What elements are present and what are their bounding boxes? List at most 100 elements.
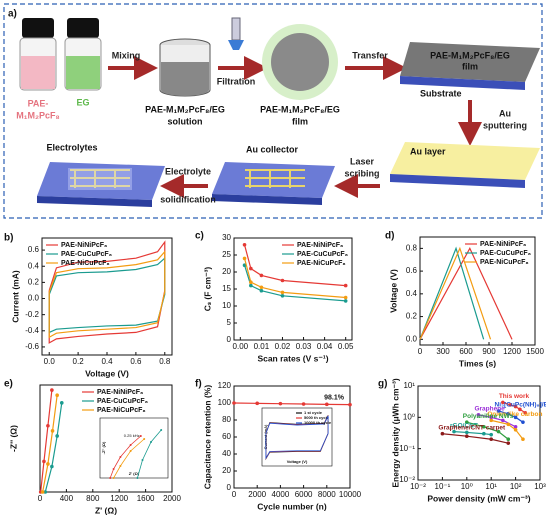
y-tick-label: 10¹ [403,381,415,390]
y-tick-label: 30 [222,233,231,242]
point [42,459,46,464]
step-text: Substrate [420,88,462,98]
point [255,401,259,406]
x-tick-label: 0.2 [73,357,85,366]
point [506,437,511,442]
point [501,418,505,423]
step-text: PAE-M₁M₂PcF₈/EG [145,104,225,114]
series-line [466,421,509,440]
y-axis-label: Capacitance retention (%) [202,385,212,490]
y-axis-label: Energy density (μWh cm⁻³) [390,378,400,488]
legend-label: PAE-CuCuPcF₈ [61,251,112,258]
y-tick-label: 0.8 [406,243,418,252]
point [46,462,50,466]
point [43,490,48,494]
point [489,437,494,442]
y-tick-label: 10⁰ [403,412,415,421]
point [59,401,64,405]
series-line [137,429,162,479]
series-line [113,438,145,479]
x-axis-label: Scan rates (V s⁻¹) [257,353,328,363]
x-tick-label: 0.6 [130,357,142,366]
point [280,294,285,298]
point [141,459,144,461]
x-axis-label: Z' (Ω) [95,505,117,515]
point [136,477,139,479]
legend-label: PAE-NiNiPcF₈ [97,389,143,396]
legend-label: 5000 th cycle [304,415,330,420]
series-label: Onion-like carbon [487,411,542,418]
x-axis-label: Z' (Ω) [129,471,140,476]
step-label: Mixing [112,50,141,60]
point [440,431,445,436]
y-tick-label: 0.6 [28,245,40,254]
step-label: Laser [350,156,375,166]
point [278,401,283,406]
point [513,428,518,432]
x-tick-label: 2000 [163,494,181,503]
y-tick-label: 0.0 [406,334,418,343]
x-tick-label: 10² [510,482,522,491]
x-tick-label: 0.8 [159,357,171,366]
point [249,266,253,271]
legend-label: PAE-NiNiPcF₈ [61,242,107,249]
series-line [419,246,485,340]
point [325,402,329,407]
point [465,420,469,424]
x-tick-label: 0 [418,347,423,356]
point [523,410,528,415]
y-axis-label: -Z'' (Ω) [8,425,18,452]
point [50,388,54,392]
y-tick-label: -0.4 [25,326,39,335]
x-tick-label: 0.01 [254,342,270,351]
step-label: scribing [344,168,379,178]
point [513,404,518,409]
y-tick-label: 5 [227,318,232,327]
vial-label: PAE- [28,98,49,108]
x-tick-label: 10⁻¹ [435,482,451,491]
beaker [159,38,211,97]
legend-label: 10000 th cycle [304,420,332,425]
point [518,407,522,412]
point [496,429,501,434]
panel-label: d) [385,231,394,242]
x-tick-label: 10⁻² [410,482,426,491]
point [343,299,348,303]
point [513,424,518,429]
x-tick-label: 0 [38,494,43,503]
y-tick-label: 0.2 [28,277,40,286]
y-tick-label: 60 [222,432,231,441]
series-line [40,390,53,493]
plot-frame [39,384,173,493]
step-text: solution [168,116,203,126]
point [259,273,264,278]
series-line [233,402,351,406]
point [482,431,486,436]
point [465,430,469,435]
vial-label: EG [76,97,89,107]
point [513,415,518,420]
legend-label: PAE-CuCuPcF₈ [97,398,148,405]
series-line [498,410,524,423]
y-axis-label: -Z'' (Ω) [101,441,106,454]
series-label: rGO/CNT [450,422,478,429]
step-text: Au layer [410,146,446,156]
y-tick-label: 0.2 [406,312,418,321]
x-axis-label: Times (s) [459,358,496,368]
series-line [44,402,63,493]
point [506,422,511,427]
point [508,403,512,407]
point [242,256,247,261]
step-label: Filtration [217,76,256,86]
device [37,162,165,207]
panel-label: c) [195,231,204,242]
point [348,402,352,407]
step-text: PAE-M₁M₂PcF₈/EG [430,50,510,60]
point [506,441,511,445]
legend-label: PAE-NiCuPcF₈ [61,260,110,267]
point [259,288,264,293]
x-axis-label: Voltage (V) [287,459,308,464]
x-axis-label: Power density (mW cm⁻³) [427,493,530,503]
series-line [265,415,329,460]
x-tick-label: 400 [60,494,74,503]
